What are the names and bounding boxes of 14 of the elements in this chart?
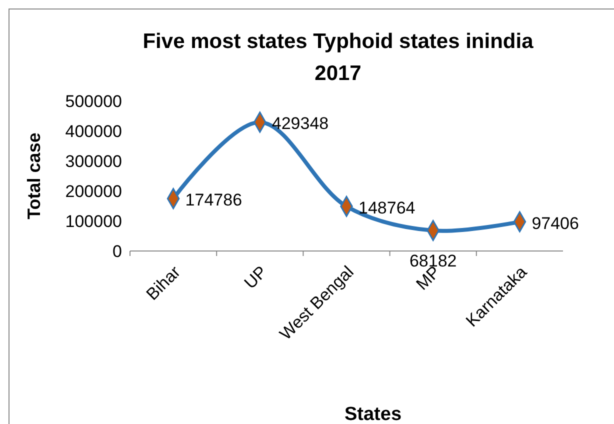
y-tick-label: 300000 bbox=[65, 152, 122, 171]
x-tick-label: UP bbox=[240, 262, 271, 293]
x-axis-title: States bbox=[344, 404, 402, 424]
y-axis-title: Total case bbox=[24, 132, 44, 220]
data-label: 148764 bbox=[358, 198, 416, 218]
y-tick-label: 400000 bbox=[65, 122, 122, 141]
data-label: 429348 bbox=[272, 114, 329, 134]
data-label: 97406 bbox=[532, 214, 579, 233]
data-label: 174786 bbox=[185, 190, 242, 210]
y-tick-label: 500000 bbox=[65, 92, 122, 111]
y-tick-label: 0 bbox=[112, 242, 122, 261]
chart-title: Five most states Typhoid states inindia 2017 bbox=[142, 30, 534, 85]
y-tick-label: 100000 bbox=[65, 212, 122, 231]
y-tick-label: 200000 bbox=[65, 182, 122, 201]
